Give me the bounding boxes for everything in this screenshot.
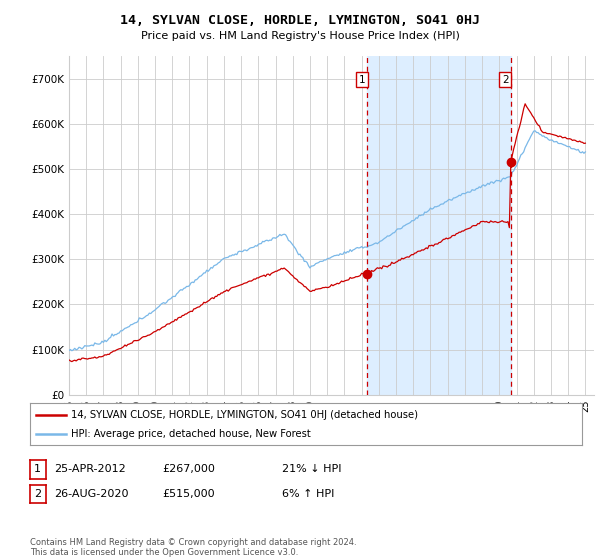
Text: £515,000: £515,000 [162,489,215,499]
Text: 6% ↑ HPI: 6% ↑ HPI [282,489,334,499]
Text: Contains HM Land Registry data © Crown copyright and database right 2024.
This d: Contains HM Land Registry data © Crown c… [30,538,356,557]
Text: 21% ↓ HPI: 21% ↓ HPI [282,464,341,474]
Text: £267,000: £267,000 [162,464,215,474]
Text: 14, SYLVAN CLOSE, HORDLE, LYMINGTON, SO41 0HJ (detached house): 14, SYLVAN CLOSE, HORDLE, LYMINGTON, SO4… [71,409,418,419]
Text: 1: 1 [34,464,41,474]
Text: 26-AUG-2020: 26-AUG-2020 [55,489,129,499]
Text: Price paid vs. HM Land Registry's House Price Index (HPI): Price paid vs. HM Land Registry's House … [140,31,460,41]
Text: 1: 1 [359,74,365,85]
Text: HPI: Average price, detached house, New Forest: HPI: Average price, detached house, New … [71,429,311,439]
Text: 14, SYLVAN CLOSE, HORDLE, LYMINGTON, SO41 0HJ: 14, SYLVAN CLOSE, HORDLE, LYMINGTON, SO4… [120,14,480,27]
Bar [367,56,511,395]
Text: 25-APR-2012: 25-APR-2012 [55,464,127,474]
Text: 2: 2 [34,489,41,499]
Text: 2: 2 [502,74,509,85]
